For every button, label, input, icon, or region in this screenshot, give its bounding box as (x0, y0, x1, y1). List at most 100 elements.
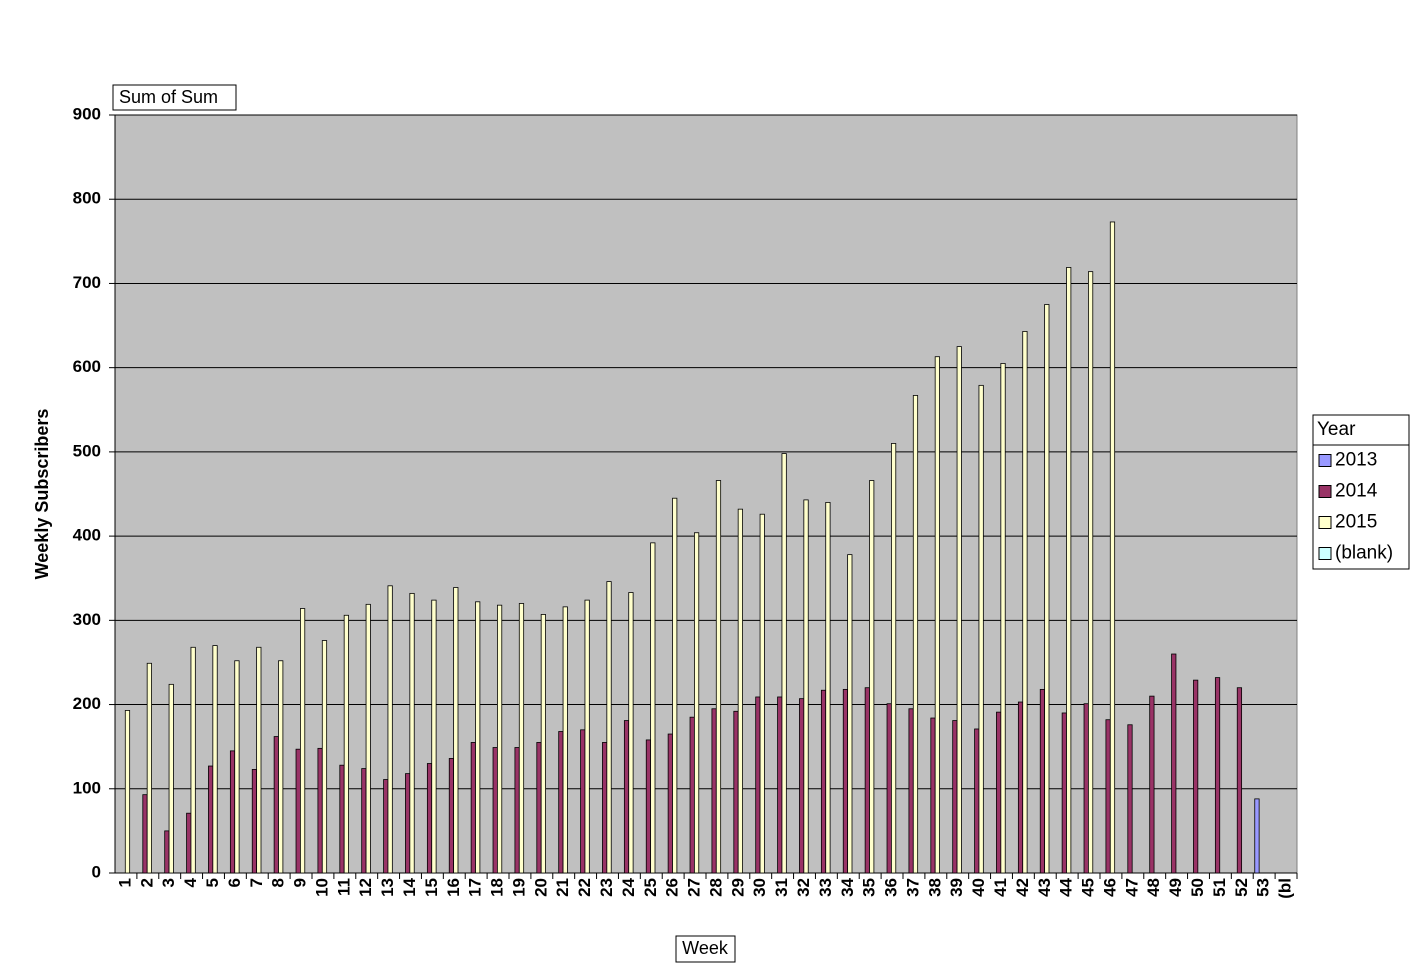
bar (737, 508, 743, 874)
bar (142, 794, 148, 874)
x-tick-label: 48 (1144, 878, 1163, 897)
x-tick-label: 20 (531, 878, 550, 897)
field-button[interactable]: Sum of Sum (119, 87, 218, 107)
x-tick-label: 11 (334, 878, 353, 896)
x-tick-label: 30 (750, 878, 769, 897)
x-tick-label: 9 (291, 878, 310, 887)
x-tick-label: 50 (1188, 878, 1207, 897)
x-tick-label: 32 (794, 878, 813, 897)
x-tick-label: 16 (444, 878, 463, 897)
bar (256, 646, 262, 874)
x-tick-label: 33 (816, 878, 835, 897)
bar (711, 708, 717, 874)
x-tick-label: 6 (225, 878, 244, 887)
x-axis-title-box (675, 935, 736, 963)
y-tick-label: 400 (73, 526, 101, 545)
bar (715, 480, 722, 874)
bar (890, 443, 897, 874)
bar (409, 592, 415, 874)
x-tick-label: 51 (1210, 878, 1229, 897)
bar (667, 733, 673, 874)
bar (1017, 701, 1024, 874)
x-tick-label: 23 (597, 878, 616, 897)
x-tick-label: (bl (1276, 878, 1295, 899)
x-tick-label: 34 (838, 877, 857, 896)
x-tick-label: 21 (553, 878, 572, 897)
field-button-box (112, 84, 237, 111)
bar (623, 720, 630, 874)
bar (208, 765, 214, 874)
bar (212, 645, 218, 874)
y-tick-label: 600 (73, 357, 101, 376)
legend-label: (blank) (1335, 543, 1393, 564)
bar (1105, 719, 1111, 874)
y-tick-label: 200 (73, 694, 101, 713)
bar (124, 710, 131, 874)
y-tick-label: 300 (73, 610, 101, 629)
bar (584, 599, 590, 874)
bar (186, 812, 192, 874)
legend-label: 2015 (1335, 512, 1377, 533)
bar (431, 599, 437, 874)
x-tick-label: 29 (728, 878, 747, 897)
bar (1066, 267, 1072, 874)
x-tick-label: 13 (378, 878, 397, 897)
bar (803, 499, 809, 874)
bar (628, 592, 634, 874)
bar (1061, 712, 1067, 874)
bar (1039, 688, 1046, 874)
bar (387, 585, 393, 874)
legend-swatch (1318, 485, 1332, 498)
bar (278, 660, 284, 874)
x-tick-label: 47 (1122, 878, 1141, 897)
bar (886, 703, 892, 874)
legend-swatch (1318, 547, 1332, 560)
bar (1044, 304, 1050, 874)
x-tick-label: 7 (247, 878, 266, 887)
x-tick-label: 31 (772, 878, 791, 897)
x-tick-label: 37 (903, 878, 922, 897)
x-tick-label: 26 (663, 878, 682, 897)
bar (299, 608, 306, 874)
bar (558, 731, 564, 874)
x-tick-label: 40 (969, 878, 988, 897)
y-tick-label: 100 (73, 778, 101, 797)
bar (996, 711, 1002, 874)
x-tick-label: 10 (312, 878, 331, 897)
x-tick-label: 15 (422, 878, 441, 897)
bar (869, 480, 875, 874)
bar (343, 614, 349, 874)
x-tick-label: 14 (400, 877, 419, 896)
x-tick-label: 27 (685, 878, 704, 897)
x-axis-title[interactable]: Week (682, 938, 729, 958)
x-tick-label: 41 (991, 878, 1010, 897)
x-tick-label: 19 (509, 878, 528, 897)
bar (146, 662, 152, 874)
bar (580, 729, 586, 874)
x-tick-label: 36 (882, 878, 901, 897)
x-tick-label: 52 (1232, 878, 1251, 897)
x-tick-label: 45 (1079, 878, 1098, 897)
bar (952, 720, 958, 874)
bar (956, 346, 962, 874)
x-tick-label: 46 (1100, 878, 1119, 897)
legend-swatch (1318, 454, 1332, 467)
bar (759, 513, 765, 874)
bar (1236, 687, 1243, 874)
bar (908, 708, 914, 874)
y-axis-title: Weekly Subscribers (32, 409, 52, 580)
bar (825, 502, 831, 874)
y-tick-label: 700 (73, 273, 101, 292)
bar (820, 689, 827, 874)
bar (321, 640, 328, 874)
bar (1127, 724, 1133, 874)
x-tick-label: 43 (1035, 878, 1054, 897)
bar (672, 497, 678, 874)
bar (164, 830, 170, 874)
bar (234, 660, 240, 874)
bar (693, 532, 700, 874)
bar (864, 687, 870, 874)
bar (518, 603, 525, 874)
bar (405, 773, 411, 874)
